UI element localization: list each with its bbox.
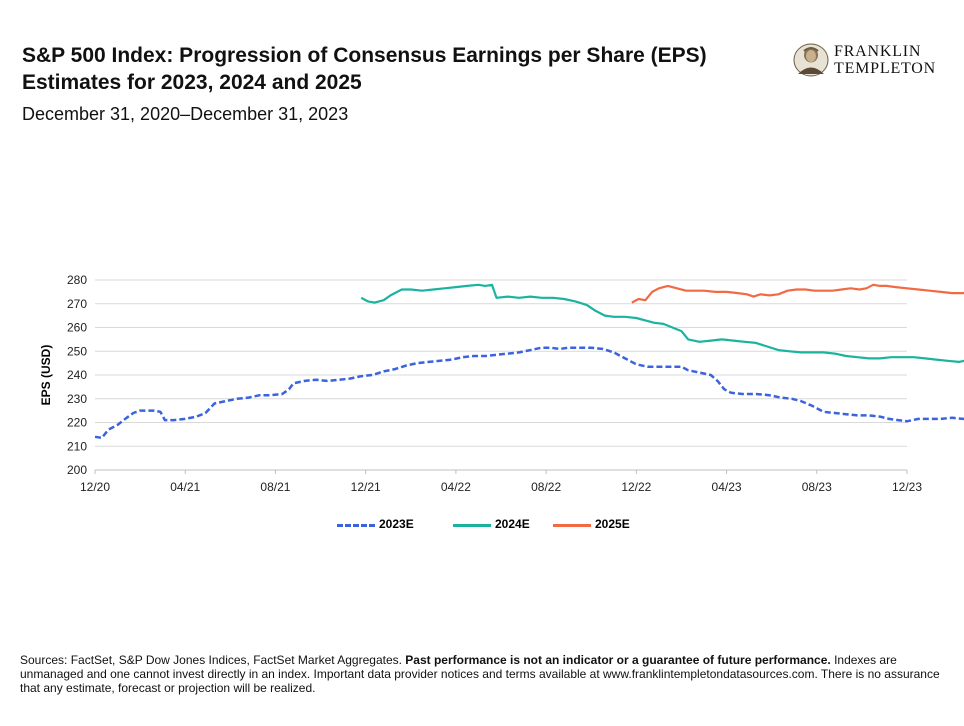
y-axis-ticks: 200 210 220 230 240 250 260 270 280 <box>67 273 87 477</box>
x-tick-label: 08/23 <box>802 480 832 494</box>
x-tick-label: 12/21 <box>351 480 381 494</box>
y-tick-label: 230 <box>67 392 87 406</box>
gridlines <box>95 279 907 471</box>
footnote-notes: Indexes are unmanaged and one cannot inv… <box>20 653 940 695</box>
x-axis-ticks: 12/20 04/21 08/21 12/21 04/22 08/22 12/22 04/23… <box>80 470 922 494</box>
legend-label: 2025E <box>595 517 630 531</box>
footnote-disclaimer: Past performance is not an indicator or … <box>405 653 831 667</box>
x-tick-label: 08/21 <box>260 480 290 494</box>
legend-swatch <box>337 524 375 527</box>
y-tick-label: 280 <box>67 273 87 287</box>
franklin-portrait-icon <box>793 43 829 77</box>
y-tick-label: 210 <box>67 439 87 453</box>
y-tick-label: 270 <box>67 297 87 311</box>
y-tick-label: 240 <box>67 368 87 382</box>
chart-legend: 2023E 2024E 2025E <box>0 514 964 536</box>
x-tick-label: 04/23 <box>712 480 742 494</box>
logo-line-2: TEMPLETON <box>834 60 937 77</box>
legend-label: 2023E <box>379 517 414 531</box>
legend-swatch <box>553 524 591 527</box>
legend-label: 2024E <box>495 517 530 531</box>
y-tick-label: 200 <box>67 463 87 477</box>
logo-wordmark: FRANKLIN TEMPLETON <box>834 43 936 77</box>
y-tick-label: 220 <box>67 416 87 430</box>
series-lines <box>94 283 964 440</box>
series-line-2024e <box>360 283 964 363</box>
chart-title: S&P 500 Index: Progression of Consensus … <box>22 44 707 94</box>
x-tick-label: 08/22 <box>531 480 561 494</box>
y-tick-label: 250 <box>67 344 87 358</box>
x-tick-label: 12/22 <box>621 480 651 494</box>
y-tick-label: 260 <box>67 321 87 335</box>
logo-line-1: FRANKLIN <box>834 43 922 60</box>
y-axis-label: EPS (USD) <box>39 345 53 406</box>
line-chart: 200 210 220 230 240 250 260 270 280 12/20 04/21 08… <box>39 273 964 494</box>
franklin-templeton-logo: FRANKLIN TEMPLETON <box>792 43 947 77</box>
series-line-2025e <box>631 283 964 304</box>
chart-subtitle: December 31, 2020–December 31, 2023 <box>22 104 349 124</box>
x-tick-label: 12/20 <box>80 480 110 494</box>
legend-swatch <box>453 524 491 527</box>
footnote: Sources: FactSet, S&P Dow Jones Indices,… <box>20 653 940 695</box>
x-tick-label: 04/21 <box>170 480 200 494</box>
x-tick-label: 04/22 <box>441 480 471 494</box>
series-line-2023e <box>94 346 964 440</box>
footnote-sources: Sources: FactSet, S&P Dow Jones Indices,… <box>20 653 406 667</box>
x-tick-label: 12/23 <box>892 480 922 494</box>
